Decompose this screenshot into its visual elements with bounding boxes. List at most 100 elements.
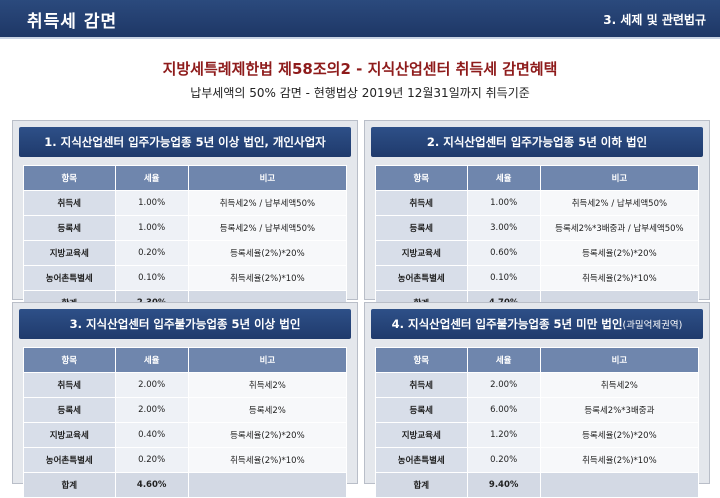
column-header: 항목 [375,165,468,191]
note-cell: 등록세율(2%)*20% [539,240,700,266]
item-cell: 합계 [375,472,468,498]
table-row: 취득세 1.00% 취득세2% / 납부세액50% [375,190,700,216]
rate-cell: 0.20% [114,240,189,266]
rate-cell: 0.10% [466,265,541,291]
item-cell: 취득세 [23,372,116,398]
rate-cell: 0.40% [114,422,189,448]
rate-cell: 1.00% [114,190,189,216]
table-row: 농어촌특별세 0.20% 취득세율(2%)*10% [23,447,348,473]
table-row: 취득세 2.00% 취득세2% [375,372,700,398]
tax-panel-2: 2. 지식산업센터 입주가능업종 5년 이하 법인 항목 세율 비고 취득세 1.00% 취… [364,120,710,316]
page-header: 취득세 감면 3. 세제 및 관련법규 [0,0,720,37]
note-cell: 등록세2% / 납부세액50% [187,215,348,241]
rate-cell: 2.00% [114,397,189,423]
note-cell: 취득세율(2%)*10% [539,447,700,473]
tax-table: 항목 세율 비고 취득세 1.00% 취득세2% / 납부세액50% 등록세 1.00% 등록세… [23,165,348,316]
section-label: 3. 세제 및 관련법규 [603,13,706,27]
note-cell: 등록세2%*3배중과 / 납부세액50% [539,215,700,241]
item-cell: 등록세 [23,215,116,241]
item-cell: 지방교육세 [375,422,468,448]
column-header: 비고 [187,165,348,191]
table-row: 농어촌특별세 0.20% 취득세율(2%)*10% [375,447,700,473]
panel-title-text: 2. 지식산업센터 입주가능업종 5년 이하 법인 [426,135,648,149]
table-row: 농어촌특별세 0.10% 취득세율(2%)*10% [23,265,348,291]
rate-cell: 0.20% [114,447,189,473]
note-cell: 등록세율(2%)*20% [187,422,348,448]
total-row: 합계 9.40% [375,472,700,498]
table-row: 취득세 1.00% 취득세2% / 납부세액50% [23,190,348,216]
rate-cell: 0.60% [466,240,541,266]
item-cell: 농어촌특별세 [375,447,468,473]
tax-panel-3: 3. 지식산업센터 입주불가능업종 5년 이상 법인 항목 세율 비고 취득세 2.00%… [12,302,358,498]
page-title: 취득세 감면 [27,12,118,32]
tax-table: 항목 세율 비고 취득세 1.00% 취득세2% / 납부세액50% 등록세 3.00% 등록세… [375,165,700,316]
header-divider [0,37,720,39]
column-header: 비고 [539,165,700,191]
table-row: 지방교육세 0.60% 등록세율(2%)*20% [375,240,700,266]
item-cell: 취득세 [375,190,468,216]
item-cell: 농어촌특별세 [23,265,116,291]
tax-table: 항목 세율 비고 취득세 2.00% 취득세2% 등록세 2.00% 등록세2% 지방교육세 0.4… [23,347,348,498]
rate-cell: 6.00% [466,397,541,423]
panel-title-text: 3. 지식산업센터 입주불가능업종 5년 이상 법인 [69,317,301,331]
rate-cell: 0.20% [466,447,541,473]
note-cell: 취득세2% / 납부세액50% [187,190,348,216]
item-cell: 등록세 [375,215,468,241]
rate-cell: 1.00% [466,190,541,216]
column-header: 세율 [466,165,541,191]
note-cell: 등록세율(2%)*20% [187,240,348,266]
table-row: 등록세 1.00% 등록세2% / 납부세액50% [23,215,348,241]
panel-title: 1. 지식산업센터 입주가능업종 5년 이상 법인, 개인사업자 [19,127,351,157]
note-cell: 취득세율(2%)*10% [187,265,348,291]
rate-cell: 2.00% [114,372,189,398]
panel-title: 2. 지식산업센터 입주가능업종 5년 이하 법인 [371,127,703,157]
note-cell: 등록세2%*3배중과 [539,397,700,423]
panel-title: 3. 지식산업센터 입주불가능업종 5년 이상 법인 [19,309,351,339]
note-cell: 등록세율(2%)*20% [539,422,700,448]
panel-title-text: 1. 지식산업센터 입주가능업종 5년 이상 법인, 개인사업자 [44,135,326,149]
note-cell: 취득세2% [187,372,348,398]
item-cell: 취득세 [23,190,116,216]
rate-cell: 0.10% [114,265,189,291]
main-title: 지방세특례제한법 제58조의2 - 지식산업센터 취득세 감면혜택 [162,60,558,78]
note-cell: 취득세율(2%)*10% [539,265,700,291]
panel-title: 4. 지식산업센터 입주불가능업종 5년 미만 법인(과밀억제권역) [371,309,703,339]
item-cell: 농어촌특별세 [375,265,468,291]
table-row: 지방교육세 1.20% 등록세율(2%)*20% [375,422,700,448]
column-header: 항목 [375,347,468,373]
column-header: 항목 [23,165,116,191]
table-header-row: 항목 세율 비고 [375,165,700,191]
note-cell: 등록세2% [187,397,348,423]
note-cell: 취득세율(2%)*10% [187,447,348,473]
rate-cell: 9.40% [466,472,541,498]
column-header: 세율 [114,347,189,373]
panel-title-note: (과밀억제권역) [622,320,683,331]
item-cell: 지방교육세 [23,240,116,266]
rate-cell: 3.00% [466,215,541,241]
table-row: 등록세 3.00% 등록세2%*3배중과 / 납부세액50% [375,215,700,241]
item-cell: 등록세 [375,397,468,423]
column-header: 세율 [114,165,189,191]
note-cell [539,472,700,498]
table-header-row: 항목 세율 비고 [23,165,348,191]
panel-title-text: 4. 지식산업센터 입주불가능업종 5년 미만 법인 [391,317,623,331]
tax-table: 항목 세율 비고 취득세 2.00% 취득세2% 등록세 6.00% 등록세2%*3배중과 지방교… [375,347,700,498]
item-cell: 농어촌특별세 [23,447,116,473]
item-cell: 지방교육세 [375,240,468,266]
rate-cell: 1.20% [466,422,541,448]
column-header: 항목 [23,347,116,373]
table-row: 농어촌특별세 0.10% 취득세율(2%)*10% [375,265,700,291]
rate-cell: 4.60% [114,472,189,498]
column-header: 세율 [466,347,541,373]
rate-cell: 1.00% [114,215,189,241]
table-header-row: 항목 세율 비고 [375,347,700,373]
total-row: 합계 4.60% [23,472,348,498]
table-row: 지방교육세 0.40% 등록세율(2%)*20% [23,422,348,448]
table-row: 취득세 2.00% 취득세2% [23,372,348,398]
column-header: 비고 [539,347,700,373]
item-cell: 합계 [23,472,116,498]
item-cell: 취득세 [375,372,468,398]
table-row: 등록세 2.00% 등록세2% [23,397,348,423]
tax-panel-4: 4. 지식산업센터 입주불가능업종 5년 미만 법인(과밀억제권역) 항목 세율 비고… [364,302,710,498]
item-cell: 지방교육세 [23,422,116,448]
